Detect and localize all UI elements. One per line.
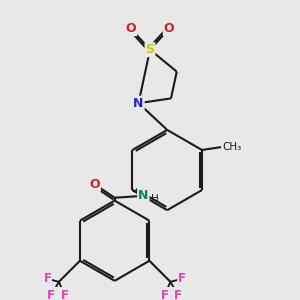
Text: O: O [164,22,174,35]
Text: N: N [138,189,148,202]
Text: F: F [178,272,186,285]
Text: F: F [44,272,51,285]
Text: CH₃: CH₃ [222,142,241,152]
Text: F: F [161,289,169,300]
Text: N: N [133,97,144,110]
Text: O: O [126,22,136,35]
Text: F: F [47,289,55,300]
Text: H: H [151,194,159,204]
Text: F: F [174,289,182,300]
Text: O: O [89,178,100,191]
Text: S: S [146,43,154,56]
Text: F: F [61,289,69,300]
